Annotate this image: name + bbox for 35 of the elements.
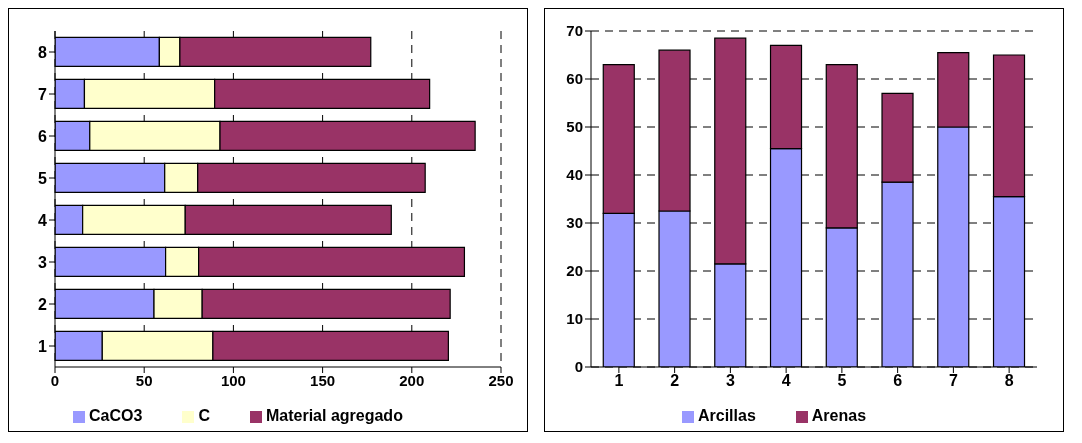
legend-label: Arenas bbox=[811, 407, 867, 424]
x-tick-label: 150 bbox=[310, 371, 336, 389]
legend-label: Arcillas bbox=[697, 407, 756, 424]
x-tick-label: 4 bbox=[781, 372, 791, 390]
x-tick-label: 3 bbox=[725, 372, 735, 390]
x-tick-label: 50 bbox=[135, 371, 153, 389]
x-tick-label: 100 bbox=[220, 371, 246, 389]
y-tick-label: 4 bbox=[38, 211, 48, 229]
y-tick-label: 6 bbox=[38, 127, 48, 145]
y-tick-label: 50 bbox=[566, 118, 583, 136]
y-tick-label: 40 bbox=[566, 166, 583, 184]
x-tick-label: 5 bbox=[837, 372, 847, 390]
x-tick-label: 200 bbox=[399, 371, 425, 389]
y-tick-label: 3 bbox=[38, 253, 48, 271]
x-tick-label: 0 bbox=[50, 371, 60, 389]
x-tick-label: 8 bbox=[1004, 372, 1014, 390]
x-tick-label: 2 bbox=[670, 372, 680, 390]
y-tick-label: 10 bbox=[566, 310, 583, 328]
x-tick-label: 250 bbox=[488, 371, 514, 389]
y-tick-label: 2 bbox=[38, 295, 48, 313]
legend-label: CaCO3 bbox=[89, 407, 143, 424]
y-tick-label: 30 bbox=[566, 214, 583, 232]
y-tick-label: 20 bbox=[566, 262, 583, 280]
legend-label: C bbox=[198, 407, 210, 424]
y-tick-label: 0 bbox=[574, 358, 583, 376]
y-tick-label: 7 bbox=[38, 85, 48, 103]
y-tick-label: 5 bbox=[38, 169, 48, 187]
y-tick-label: 8 bbox=[38, 43, 48, 61]
y-tick-label: 70 bbox=[566, 22, 583, 40]
legend-label: Material agregado bbox=[265, 407, 403, 424]
x-tick-label: 6 bbox=[893, 372, 903, 390]
x-tick-label: 7 bbox=[948, 372, 958, 390]
y-tick-label: 1 bbox=[38, 337, 48, 355]
x-tick-label: 1 bbox=[614, 372, 624, 390]
y-tick-label: 60 bbox=[566, 70, 583, 88]
